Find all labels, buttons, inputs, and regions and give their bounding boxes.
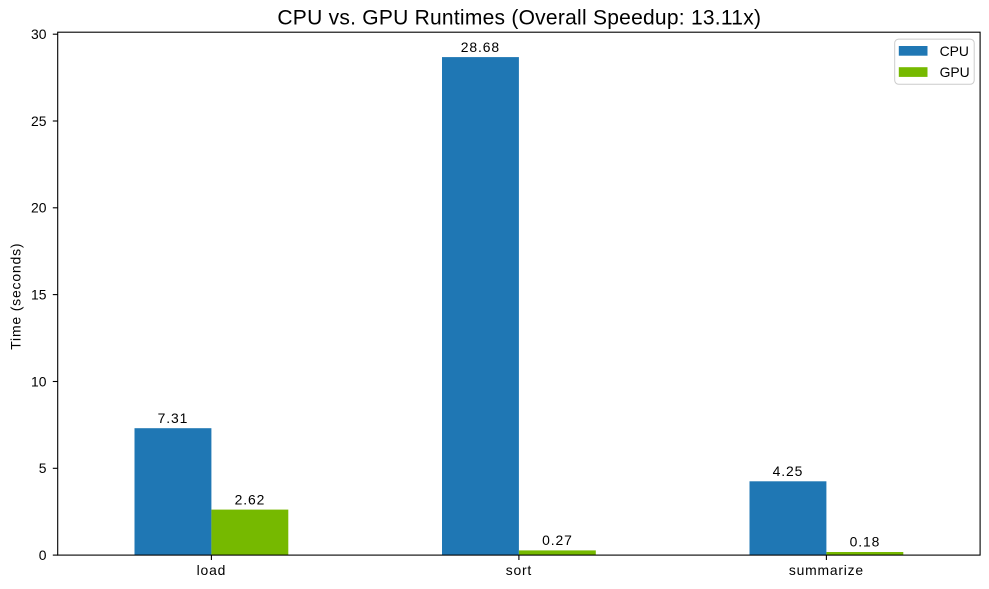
svg-text:15: 15 — [31, 287, 47, 303]
svg-text:25: 25 — [31, 113, 47, 129]
svg-text:28.68: 28.68 — [461, 39, 500, 55]
svg-text:7.31: 7.31 — [158, 410, 189, 426]
svg-text:Time (seconds): Time (seconds) — [7, 243, 23, 350]
svg-text:2.62: 2.62 — [235, 491, 266, 507]
svg-text:30: 30 — [31, 26, 47, 42]
svg-text:GPU: GPU — [940, 64, 970, 80]
svg-text:20: 20 — [31, 200, 47, 216]
svg-text:0.27: 0.27 — [542, 532, 573, 548]
svg-text:summarize: summarize — [789, 562, 864, 578]
svg-text:load: load — [197, 562, 226, 578]
svg-text:CPU vs. GPU Runtimes (Overall: CPU vs. GPU Runtimes (Overall Speedup: 1… — [277, 7, 761, 30]
svg-text:CPU: CPU — [940, 43, 969, 59]
svg-text:sort: sort — [506, 562, 532, 578]
svg-text:0: 0 — [39, 547, 47, 563]
svg-text:0.18: 0.18 — [850, 534, 881, 550]
svg-text:5: 5 — [39, 460, 47, 476]
svg-text:10: 10 — [31, 373, 47, 389]
svg-text:4.25: 4.25 — [773, 463, 804, 479]
